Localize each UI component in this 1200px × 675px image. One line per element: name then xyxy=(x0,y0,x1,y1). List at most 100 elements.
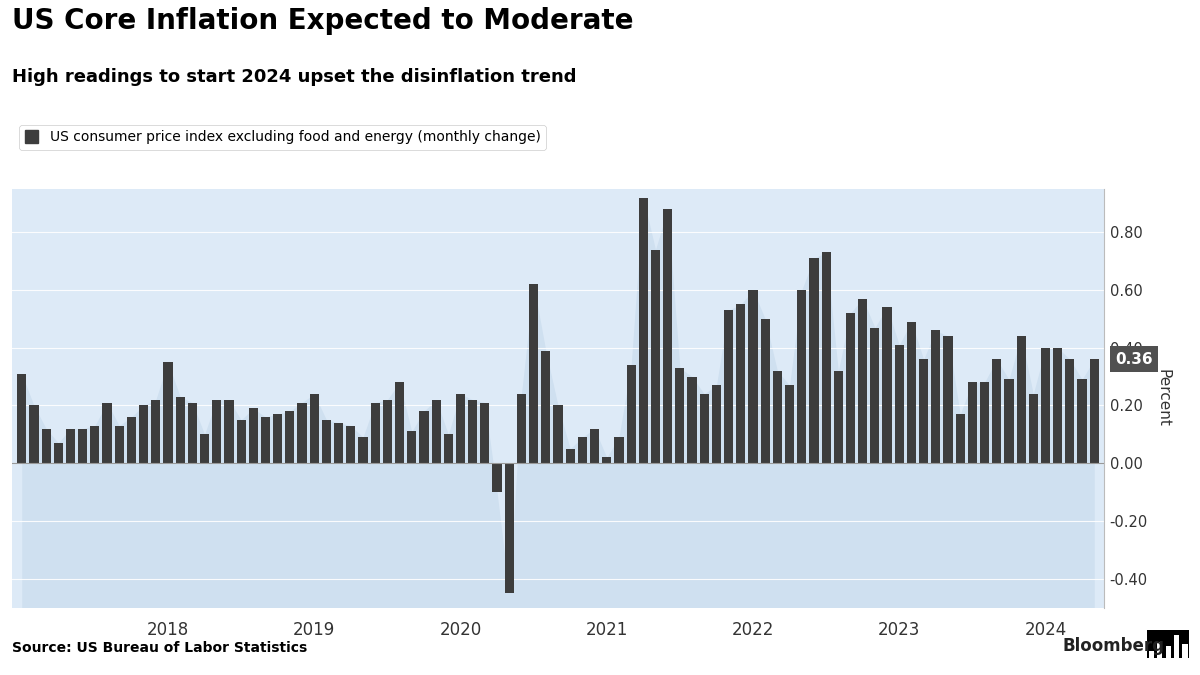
Bar xyxy=(553,406,563,463)
Bar xyxy=(200,434,209,463)
Bar xyxy=(1182,644,1188,658)
Bar xyxy=(115,426,124,463)
Bar xyxy=(650,250,660,463)
Bar xyxy=(383,400,392,463)
Bar xyxy=(773,371,782,463)
Bar xyxy=(688,377,697,463)
Bar xyxy=(541,350,551,463)
Bar xyxy=(224,400,234,463)
Bar xyxy=(870,327,880,463)
Bar xyxy=(29,406,38,463)
Bar xyxy=(664,209,672,463)
Bar xyxy=(66,429,76,463)
Bar xyxy=(347,426,355,463)
Bar xyxy=(286,411,294,463)
Bar xyxy=(419,411,428,463)
Bar xyxy=(761,319,769,463)
Bar xyxy=(432,400,440,463)
Bar xyxy=(260,417,270,463)
Bar xyxy=(1054,348,1062,463)
Bar xyxy=(895,345,904,463)
Bar xyxy=(480,402,490,463)
Bar xyxy=(1165,647,1171,658)
Bar xyxy=(749,290,757,463)
Bar xyxy=(395,382,404,463)
Bar xyxy=(980,382,989,463)
Bar xyxy=(517,394,526,463)
Bar xyxy=(638,198,648,463)
Bar xyxy=(54,443,62,463)
Bar xyxy=(943,336,953,463)
Bar xyxy=(785,385,794,463)
Bar xyxy=(565,449,575,463)
Bar xyxy=(858,298,868,463)
Bar xyxy=(310,394,319,463)
Bar xyxy=(737,304,745,463)
Bar xyxy=(212,400,221,463)
Bar xyxy=(456,394,466,463)
Bar xyxy=(809,259,818,463)
Bar xyxy=(1078,379,1087,463)
Bar xyxy=(1148,651,1154,658)
Bar xyxy=(248,408,258,463)
Bar xyxy=(298,402,307,463)
Bar xyxy=(626,365,636,463)
Bar xyxy=(676,368,684,463)
Bar xyxy=(931,331,941,463)
Bar xyxy=(1157,641,1163,658)
Bar xyxy=(371,402,379,463)
Bar xyxy=(1028,394,1038,463)
Bar xyxy=(992,359,1001,463)
Bar xyxy=(359,437,367,463)
Text: High readings to start 2024 upset the disinflation trend: High readings to start 2024 upset the di… xyxy=(12,68,576,86)
Bar xyxy=(151,400,161,463)
Text: US Core Inflation Expected to Moderate: US Core Inflation Expected to Moderate xyxy=(12,7,634,34)
Text: Source: US Bureau of Labor Statistics: Source: US Bureau of Labor Statistics xyxy=(12,641,307,655)
Bar xyxy=(834,371,842,463)
Bar xyxy=(882,307,892,463)
Bar xyxy=(590,429,599,463)
Bar xyxy=(968,382,977,463)
Bar xyxy=(1066,359,1074,463)
Bar xyxy=(724,310,733,463)
Bar xyxy=(529,284,538,463)
Bar xyxy=(42,429,50,463)
Bar xyxy=(188,402,197,463)
Bar xyxy=(1090,359,1099,463)
Bar xyxy=(175,397,185,463)
Bar xyxy=(578,437,587,463)
Bar xyxy=(614,437,624,463)
Bar xyxy=(1016,336,1026,463)
Bar xyxy=(846,313,856,463)
Text: 0.36: 0.36 xyxy=(1115,352,1152,367)
Bar xyxy=(163,362,173,463)
Bar xyxy=(700,394,709,463)
Bar xyxy=(505,463,514,593)
Bar xyxy=(1174,634,1180,658)
Bar xyxy=(444,434,452,463)
Bar xyxy=(955,414,965,463)
Bar xyxy=(322,420,331,463)
Bar xyxy=(468,400,478,463)
Bar xyxy=(139,406,148,463)
Bar xyxy=(78,429,88,463)
Bar xyxy=(797,290,806,463)
Bar xyxy=(274,414,282,463)
Bar xyxy=(907,322,916,463)
Bar xyxy=(102,402,112,463)
Legend: US consumer price index excluding food and energy (monthly change): US consumer price index excluding food a… xyxy=(19,125,546,150)
Y-axis label: Percent: Percent xyxy=(1156,369,1170,427)
Bar xyxy=(236,420,246,463)
Bar xyxy=(602,458,611,463)
Bar xyxy=(17,374,26,463)
Bar xyxy=(1004,379,1014,463)
Bar xyxy=(822,252,830,463)
Bar xyxy=(1040,348,1050,463)
Bar xyxy=(407,431,416,463)
Bar xyxy=(492,463,502,492)
Bar xyxy=(90,426,100,463)
Bar xyxy=(712,385,721,463)
Bar xyxy=(919,359,928,463)
Text: Bloomberg: Bloomberg xyxy=(1062,637,1164,655)
Bar xyxy=(334,423,343,463)
